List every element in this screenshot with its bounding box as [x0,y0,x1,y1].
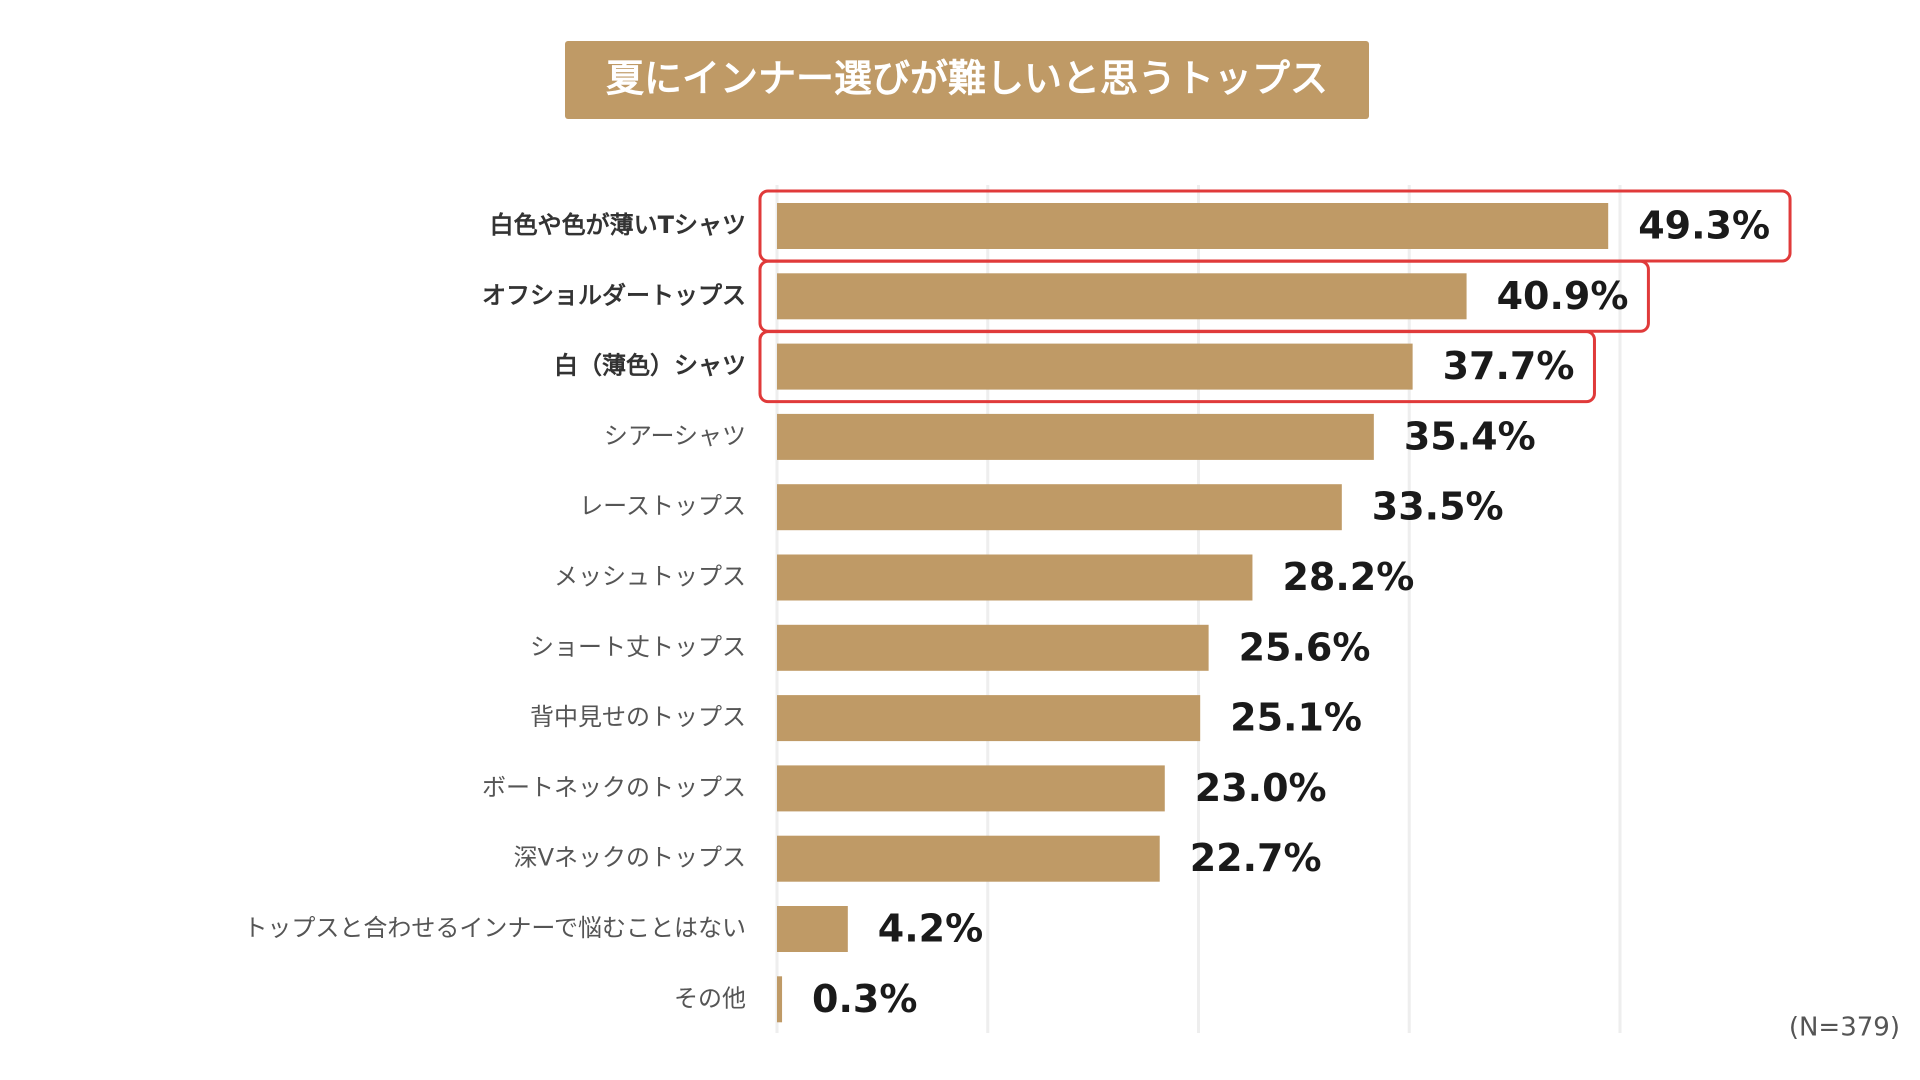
bar [777,624,1209,671]
value-label: 28.2% [1282,555,1414,599]
bar [777,976,783,1023]
y-tick-label: 白（薄色）シャツ [554,352,746,380]
bar [777,554,1253,601]
value-label: 25.1% [1230,696,1362,740]
value-label: 23.0% [1195,766,1327,810]
value-label: 33.5% [1372,485,1504,529]
y-tick-label: その他 [674,984,746,1012]
y-tick-label: ショート丈トップス [530,633,746,661]
y-tick-label: ボートネックのトップス [482,773,746,801]
sample-note: (N=379) [1789,1013,1900,1043]
value-label: 35.4% [1404,414,1536,458]
y-tick-label: 白色や色が薄いTシャツ [490,211,746,239]
bar [777,203,1609,249]
y-tick-label: 背中見せのトップス [530,703,746,731]
value-label: 25.6% [1239,625,1371,669]
bar [777,765,1165,812]
value-label: 22.7% [1190,836,1322,880]
value-label: 0.3% [812,977,917,1021]
bar [777,906,848,952]
bar [777,835,1160,882]
value-label: 37.7% [1443,344,1575,388]
value-label: 40.9% [1497,274,1629,318]
value-label: 49.3% [1638,204,1770,248]
bar [777,484,1342,531]
y-tick-label: 深Vネックのトップス [514,844,746,872]
chart-title: 夏にインナー選びが難しいと思うトップス [606,57,1328,101]
y-tick-label: シアーシャツ [604,422,746,450]
bar [777,695,1201,742]
y-tick-label: レーストップス [579,492,746,520]
y-tick-label: オフショルダートップス [482,281,746,309]
title-box [565,41,1369,119]
y-tick-label: メッシュトップス [554,563,746,591]
bar [777,343,1413,390]
bar [777,273,1467,320]
highlight-box [758,330,1596,404]
y-tick-label: トップスと合わせるインナーで悩むことはない [243,914,746,942]
bar [777,413,1374,460]
value-label: 4.2% [878,907,983,951]
